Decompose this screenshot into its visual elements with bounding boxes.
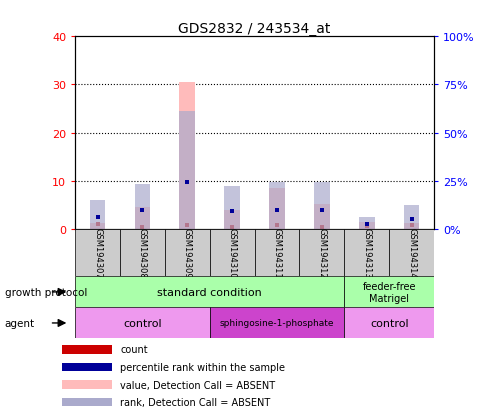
Bar <box>224 187 240 229</box>
Bar <box>120 229 165 277</box>
Text: GSM194310: GSM194310 <box>227 228 236 278</box>
Bar <box>209 308 344 339</box>
Bar <box>269 188 284 229</box>
Text: value, Detection Call = ABSENT: value, Detection Call = ABSENT <box>120 380 274 389</box>
Bar <box>62 380 111 389</box>
Bar <box>62 345 111 354</box>
Text: control: control <box>369 318 408 328</box>
Bar <box>90 223 105 229</box>
Bar <box>269 182 284 229</box>
Bar <box>62 363 111 371</box>
Bar <box>358 222 374 229</box>
Bar <box>90 200 105 229</box>
Bar <box>224 211 240 229</box>
Bar <box>75 308 209 339</box>
Text: growth protocol: growth protocol <box>5 287 87 297</box>
Bar <box>75 277 344 308</box>
Bar <box>299 229 344 277</box>
Text: GSM194313: GSM194313 <box>362 228 371 278</box>
Text: rank, Detection Call = ABSENT: rank, Detection Call = ABSENT <box>120 397 270 407</box>
Bar <box>254 229 299 277</box>
Bar <box>135 208 150 229</box>
Bar <box>388 229 433 277</box>
Bar <box>344 277 433 308</box>
Bar <box>344 229 388 277</box>
Text: GSM194309: GSM194309 <box>182 228 192 278</box>
Bar <box>403 205 419 229</box>
Text: GSM194312: GSM194312 <box>317 228 326 278</box>
Bar <box>314 182 329 229</box>
Text: control: control <box>123 318 162 328</box>
Bar <box>209 229 254 277</box>
Bar <box>314 204 329 229</box>
Bar <box>62 398 111 406</box>
Bar <box>403 223 419 229</box>
Bar <box>135 184 150 229</box>
Text: sphingosine-1-phosphate: sphingosine-1-phosphate <box>219 319 333 328</box>
Title: GDS2832 / 243534_at: GDS2832 / 243534_at <box>178 22 330 36</box>
Bar <box>358 218 374 229</box>
Bar <box>179 83 195 229</box>
Text: GSM194311: GSM194311 <box>272 228 281 278</box>
Bar <box>179 112 195 229</box>
Text: feeder-free
Matrigel: feeder-free Matrigel <box>362 281 415 303</box>
Text: count: count <box>120 344 147 354</box>
Text: GSM194308: GSM194308 <box>137 228 147 278</box>
Text: agent: agent <box>5 318 35 328</box>
Bar <box>75 229 120 277</box>
Text: GSM194307: GSM194307 <box>93 228 102 278</box>
Text: percentile rank within the sample: percentile rank within the sample <box>120 362 285 372</box>
Bar <box>344 308 433 339</box>
Text: standard condition: standard condition <box>157 287 261 297</box>
Text: GSM194314: GSM194314 <box>406 228 415 278</box>
Bar <box>165 229 209 277</box>
